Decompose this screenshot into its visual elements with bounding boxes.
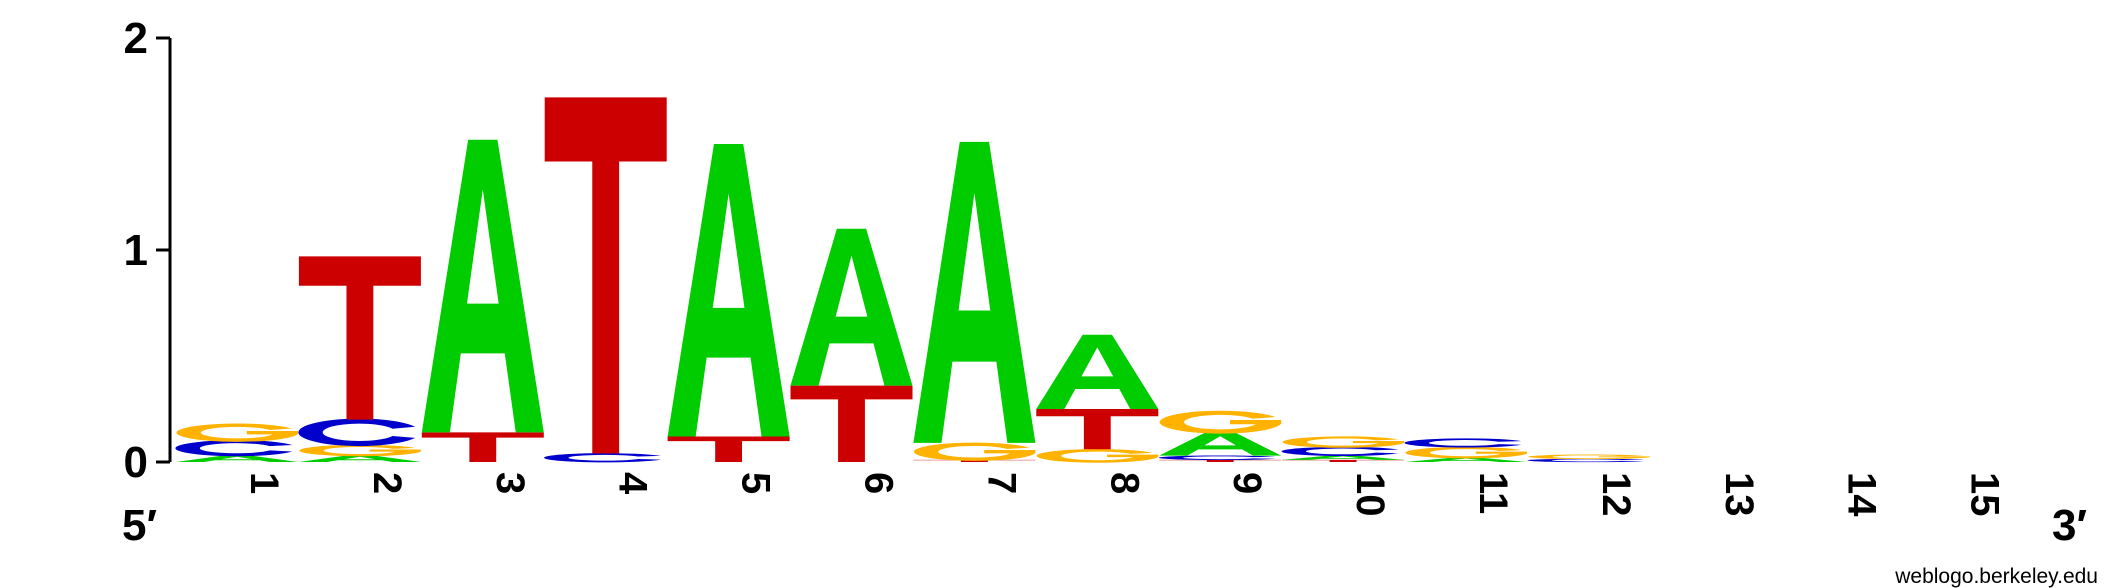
position-label: 7 bbox=[979, 472, 1023, 494]
position-label: 14 bbox=[1840, 472, 1884, 517]
y-tick-label: 0 bbox=[124, 438, 148, 487]
position-label: 5 bbox=[734, 472, 778, 494]
letter-A-position-5 bbox=[667, 144, 790, 437]
letter-A-position-8 bbox=[1036, 334, 1159, 409]
letter-G-position-2 bbox=[299, 444, 421, 457]
letter-T-position-5 bbox=[667, 436, 790, 462]
letter-T-position-8 bbox=[1036, 409, 1159, 450]
position-label: 2 bbox=[365, 472, 409, 494]
position-label: 15 bbox=[1963, 472, 2007, 517]
letter-C-position-12 bbox=[1527, 458, 1645, 463]
letter-T-position-2 bbox=[298, 256, 421, 420]
letter-C-position-11 bbox=[1404, 438, 1522, 448]
letter-G-position-11 bbox=[1405, 446, 1528, 459]
letter-G-position-10 bbox=[1282, 436, 1405, 448]
letter-A-position-1 bbox=[176, 455, 298, 462]
position-label: 3 bbox=[488, 472, 532, 494]
position-label: 11 bbox=[1471, 472, 1515, 514]
letter-C-position-4 bbox=[544, 453, 661, 463]
letter-A-position-2 bbox=[298, 455, 421, 462]
letter-A-position-9 bbox=[1159, 432, 1282, 456]
five-prime-label: 5′ bbox=[122, 501, 157, 550]
letter-C-position-2 bbox=[298, 418, 416, 447]
letter-T-position-6 bbox=[790, 385, 913, 462]
position-labels: 1 2 3 4 5 6 7 8 9 10 11 12 13 14 15 bbox=[242, 472, 2007, 517]
letter-A-position-10 bbox=[1282, 455, 1405, 460]
letter-A-position-7 bbox=[913, 141, 1036, 443]
letter-T-position-10 bbox=[1282, 459, 1405, 462]
letter-G-position-12 bbox=[1528, 454, 1650, 460]
letter-C-position-10 bbox=[1281, 446, 1399, 456]
y-tick-label: 1 bbox=[124, 226, 148, 275]
letter-G-position-1 bbox=[176, 423, 299, 442]
credit-label: weblogo.berkeley.edu bbox=[1894, 565, 2098, 588]
position-label: 13 bbox=[1717, 472, 1761, 517]
letter-T-position-4 bbox=[544, 97, 667, 454]
position-label: 8 bbox=[1102, 472, 1146, 494]
letter-G-position-8 bbox=[1036, 449, 1159, 463]
letter-stacks bbox=[175, 97, 1650, 463]
letter-T-position-3 bbox=[421, 432, 544, 462]
letter-G-position-7 bbox=[913, 442, 1036, 461]
position-label: 9 bbox=[1225, 472, 1269, 494]
y-tick-label: 2 bbox=[124, 14, 148, 63]
letter-A-position-6 bbox=[790, 228, 913, 386]
y-axis-ticks: 0 1 2 bbox=[124, 14, 170, 487]
position-label: 1 bbox=[242, 472, 286, 494]
letter-A-position-3 bbox=[421, 139, 544, 433]
position-label: 10 bbox=[1348, 472, 1392, 517]
letter-A-position-11 bbox=[1405, 457, 1527, 462]
three-prime-label: 3′ bbox=[2052, 501, 2087, 550]
position-label: 4 bbox=[611, 472, 655, 495]
position-label: 6 bbox=[857, 472, 901, 494]
letter-C-position-1 bbox=[175, 440, 293, 457]
letter-T-position-9 bbox=[1159, 459, 1282, 462]
letter-C-position-9 bbox=[1158, 455, 1276, 461]
letter-T-position-7 bbox=[913, 459, 1036, 462]
letter-G-position-9 bbox=[1159, 410, 1282, 434]
position-label: 12 bbox=[1594, 472, 1638, 517]
